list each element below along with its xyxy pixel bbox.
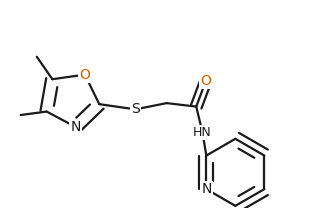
Text: S: S [131,102,140,116]
Text: O: O [201,74,212,88]
Text: O: O [79,68,90,82]
Text: N: N [70,120,81,134]
Text: N: N [201,182,212,196]
Text: HN: HN [193,126,212,139]
